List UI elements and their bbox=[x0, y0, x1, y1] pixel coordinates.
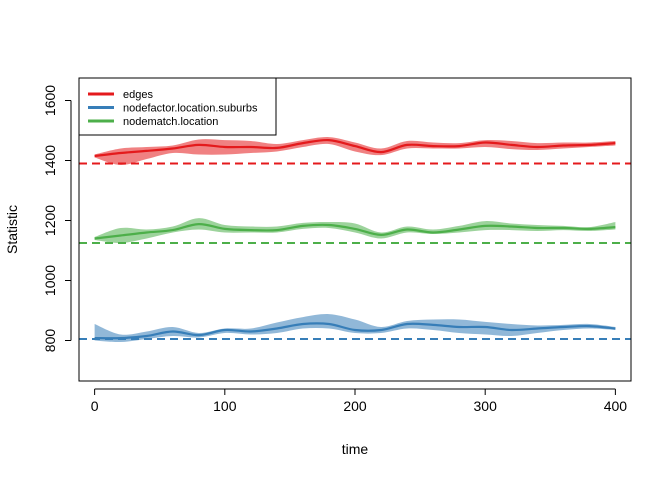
y-tick-label: 1200 bbox=[42, 205, 58, 236]
x-tick-label: 0 bbox=[91, 398, 99, 414]
y-tick-label: 800 bbox=[42, 329, 58, 353]
plot-frame bbox=[78, 77, 632, 382]
x-tick-label: 200 bbox=[343, 398, 367, 414]
band-nodematch-location bbox=[94, 218, 616, 244]
x-tick-label: 300 bbox=[474, 398, 498, 414]
band-edges bbox=[94, 137, 616, 166]
axes: 0 100 200 300 400 800 1000 1200 1400 1600 bbox=[42, 85, 627, 414]
legend-label: edges bbox=[123, 89, 153, 101]
legend: edges nodefactor.location.suburbsnodematc… bbox=[78, 77, 277, 136]
confidence-bands bbox=[94, 137, 616, 343]
y-tick-label: 1400 bbox=[42, 145, 58, 176]
band-nodefactor-location-suburbs bbox=[94, 314, 616, 343]
y-tick-label: 1000 bbox=[42, 265, 58, 296]
mean-line-nodematch-location bbox=[94, 222, 616, 240]
y-tick-label: 1600 bbox=[42, 85, 58, 116]
x-tick-label: 400 bbox=[604, 398, 628, 414]
target-lines bbox=[79, 162, 631, 340]
x-tick-label: 100 bbox=[213, 398, 237, 414]
mean-line-nodefactor-location-suburbs bbox=[94, 322, 616, 340]
mean-line-edges bbox=[94, 138, 616, 158]
x-axis-label: time bbox=[342, 441, 369, 457]
y-axis-label: Statistic bbox=[4, 205, 20, 254]
legend-label: nodefactor.location.suburbs bbox=[123, 103, 258, 115]
legend-label: nodematch.location bbox=[123, 116, 218, 128]
series-lines bbox=[94, 138, 616, 340]
